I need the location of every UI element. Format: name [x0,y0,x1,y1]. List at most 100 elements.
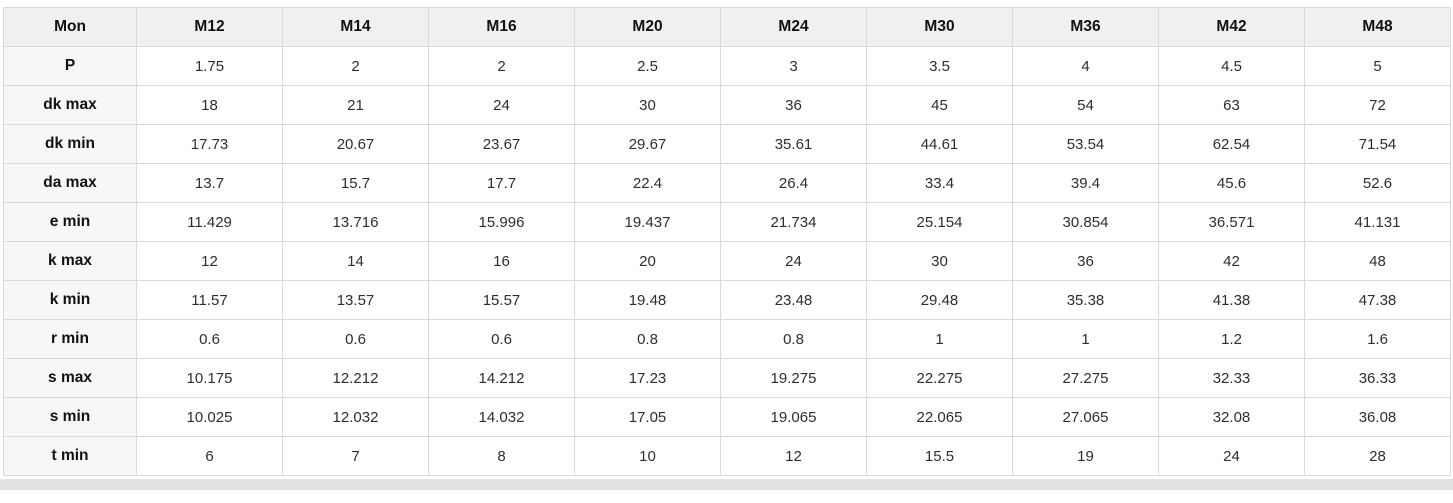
table-cell: 17.7 [428,163,575,203]
table-cell: 19.48 [574,280,721,320]
row-label: dk min [3,124,137,164]
row-label: dk max [3,85,137,125]
table-cell: 24 [428,85,575,125]
table-cell: 3 [720,46,867,86]
table-cell: 2.5 [574,46,721,86]
table-cell: 0.6 [428,319,575,359]
column-header: M20 [574,7,721,47]
table-cell: 42 [1158,241,1305,281]
table-cell: 36 [1012,241,1159,281]
table-cell: 63 [1158,85,1305,125]
table-cell: 25.154 [866,202,1013,242]
table-cell: 15.5 [866,436,1013,476]
table-row: s max 10.175 12.212 14.212 17.23 19.275 22.275… [3,358,1451,398]
corner-header-cell: Mon [3,7,137,47]
table-cell: 7 [282,436,429,476]
table-body: P 1.75 2 2 2.5 3 3.5 4 4.5 5 dk max 18 21 24 30 36 45 54 6… [3,46,1451,476]
table-cell: 30.854 [1012,202,1159,242]
table-cell: 14 [282,241,429,281]
table-cell: 30 [866,241,1013,281]
table-cell: 4.5 [1158,46,1305,86]
table-cell: 44.61 [866,124,1013,164]
table-cell: 36.33 [1304,358,1451,398]
table-cell: 17.05 [574,397,721,437]
table-cell: 4 [1012,46,1159,86]
row-label: s min [3,397,137,437]
column-header: M36 [1012,7,1159,47]
table-cell: 53.54 [1012,124,1159,164]
table-cell: 30 [574,85,721,125]
table-cell: 22.275 [866,358,1013,398]
header-row: Mon M12 M14 M16 M20 M24 M30 M36 M42 M48 [3,7,1451,47]
table-cell: 3.5 [866,46,1013,86]
table-cell: 19 [1012,436,1159,476]
table-cell: 14.212 [428,358,575,398]
table-cell: 13.57 [282,280,429,320]
table-cell: 10.175 [136,358,283,398]
table-header: Mon M12 M14 M16 M20 M24 M30 M36 M42 M48 [3,7,1451,47]
table-cell: 36.08 [1304,397,1451,437]
table-row: P 1.75 2 2 2.5 3 3.5 4 4.5 5 [3,46,1451,86]
table-cell: 15.7 [282,163,429,203]
row-label: r min [3,319,137,359]
row-label: e min [3,202,137,242]
table-cell: 33.4 [866,163,1013,203]
column-header: M12 [136,7,283,47]
table-cell: 29.67 [574,124,721,164]
table-cell: 35.38 [1012,280,1159,320]
table-row: k max 12 14 16 20 24 30 36 42 48 [3,241,1451,281]
table-cell: 12 [136,241,283,281]
table-cell: 0.8 [720,319,867,359]
table-cell: 15.57 [428,280,575,320]
table-cell: 28 [1304,436,1451,476]
table-cell: 17.73 [136,124,283,164]
table-cell: 24 [720,241,867,281]
table-cell: 13.7 [136,163,283,203]
row-label: k max [3,241,137,281]
table-cell: 41.38 [1158,280,1305,320]
table-cell: 47.38 [1304,280,1451,320]
table-cell: 39.4 [1012,163,1159,203]
row-label: da max [3,163,137,203]
table-cell: 20.67 [282,124,429,164]
bolt-dimensions-table: Mon M12 M14 M16 M20 M24 M30 M36 M42 M48 P 1.75 2 2 2.… [3,7,1451,476]
table-cell: 19.275 [720,358,867,398]
table-cell: 17.23 [574,358,721,398]
table-cell: 72 [1304,85,1451,125]
table-cell: 12 [720,436,867,476]
table-cell: 71.54 [1304,124,1451,164]
row-label: t min [3,436,137,476]
table-cell: 20 [574,241,721,281]
column-header: M42 [1158,7,1305,47]
table-cell: 62.54 [1158,124,1305,164]
table-cell: 16 [428,241,575,281]
table-cell: 2 [428,46,575,86]
table-cell: 13.716 [282,202,429,242]
table-cell: 32.33 [1158,358,1305,398]
table-cell: 8 [428,436,575,476]
next-row-partial-strip [0,479,1453,490]
table-cell: 15.996 [428,202,575,242]
table-cell: 0.8 [574,319,721,359]
table-cell: 1.2 [1158,319,1305,359]
table-cell: 19.437 [574,202,721,242]
table-cell: 26.4 [720,163,867,203]
table-row: e min 11.429 13.716 15.996 19.437 21.734 25.15… [3,202,1451,242]
column-header: M14 [282,7,429,47]
column-header: M48 [1304,7,1451,47]
column-header: M30 [866,7,1013,47]
table-cell: 35.61 [720,124,867,164]
table-cell: 36 [720,85,867,125]
row-label: s max [3,358,137,398]
table-cell: 1 [1012,319,1159,359]
table-row: dk max 18 21 24 30 36 45 54 63 72 [3,85,1451,125]
table-row: t min 6 7 8 10 12 15.5 19 24 28 [3,436,1451,476]
table-cell: 27.275 [1012,358,1159,398]
column-header: M16 [428,7,575,47]
table-cell: 36.571 [1158,202,1305,242]
table-row: dk min 17.73 20.67 23.67 29.67 35.61 44.61 53.5… [3,124,1451,164]
table-cell: 48 [1304,241,1451,281]
table-cell: 1.6 [1304,319,1451,359]
table-cell: 0.6 [136,319,283,359]
table-cell: 5 [1304,46,1451,86]
